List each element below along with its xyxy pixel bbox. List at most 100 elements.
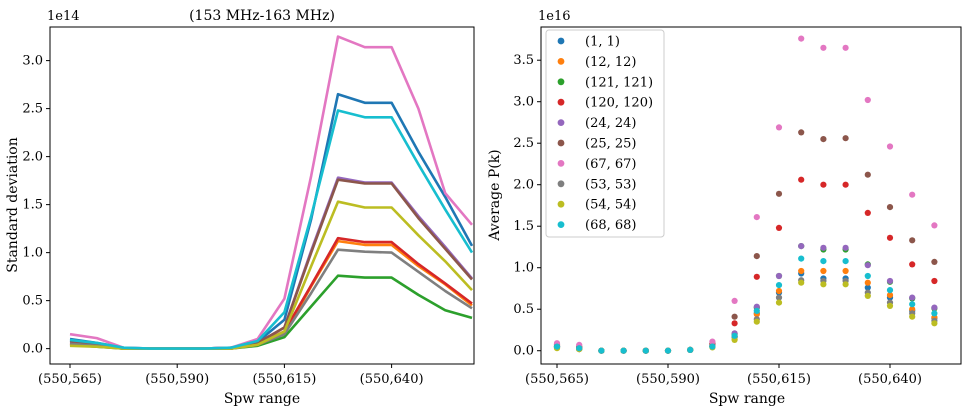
legend-marker (557, 78, 565, 86)
right-y-axis-ticks: 0.0 0.5 1.0 1.5 2.0 2.5 3.0 3.5 (513, 53, 541, 359)
scatter-point (931, 310, 938, 317)
scatter-point (664, 347, 672, 354)
scatter-point (886, 277, 894, 285)
scatter-point (886, 287, 894, 294)
scatter-point (753, 253, 760, 260)
legend-label: (120, 120) (585, 96, 653, 111)
right-y-tick-label: 2.5 (513, 136, 534, 151)
scatter-point (909, 313, 916, 320)
right-x-axis-label: Spw range (709, 391, 785, 407)
left-offset-label: 1e14 (47, 9, 80, 24)
scatter-point (886, 234, 894, 241)
scatter-point (842, 181, 849, 188)
scatter-point (642, 347, 649, 354)
legend: (1, 1) (12, 12) (121, 121) (120, 120) (24, 2… (545, 29, 665, 238)
scatter-point (842, 281, 849, 288)
scatter-point (864, 279, 871, 286)
series-line (69, 109, 474, 350)
left-x-axis-ticks: (550,565) (550,590) (550,615) (550,640) (38, 364, 424, 387)
right-y-tick-label: 1.5 (513, 219, 534, 234)
right-y-tick-label: 0.5 (513, 302, 534, 317)
scatter-point (931, 320, 938, 327)
scatter-point (576, 345, 583, 352)
right-panel: 1e16 0.00.51.01.52.02.53.03.5 (550,565)(… (487, 9, 962, 407)
scatter-point (775, 190, 783, 197)
left-y-tick-label: 2.0 (22, 150, 43, 165)
series-line (69, 92, 474, 350)
scatter-point (775, 272, 783, 280)
scatter-point (886, 204, 894, 211)
scatter-point (753, 273, 760, 280)
scatter-point (798, 243, 805, 250)
legend-marker (557, 200, 565, 208)
scatter-point (753, 318, 760, 325)
right-x-axis-ticks: (550,565) (550,590) (550,615) (550,640) (525, 364, 922, 387)
legend-marker (557, 37, 565, 45)
series-line (69, 176, 473, 350)
left-panel: (153 MHz-163 MHz) 1e14 0.0 0.5 1.0 1.5 2.0 2.… (5, 8, 475, 407)
scatter-point (931, 222, 938, 229)
scatter-point (775, 224, 783, 231)
scatter-point (798, 35, 805, 42)
legend-label: (67, 67) (585, 157, 637, 172)
legend-label: (1, 1) (585, 35, 620, 50)
left-x-tick-label: (550,640) (360, 372, 424, 387)
scatter-point (842, 267, 849, 275)
legend-marker (557, 160, 565, 167)
scatter-point (931, 258, 938, 265)
scatter-point (842, 244, 849, 251)
scatter-point (798, 267, 805, 275)
legend-label: (25, 25) (585, 137, 637, 152)
scatter-point (909, 237, 916, 244)
left-y-tick-label: 3.0 (22, 54, 43, 69)
scatter-point (842, 44, 849, 51)
legend-label: (12, 12) (585, 55, 637, 70)
scatter-point (820, 44, 827, 51)
right-x-tick-label: (550,640) (858, 372, 922, 387)
series-line (69, 178, 473, 350)
scatter-point (864, 96, 871, 104)
scatter-point (886, 302, 894, 309)
scatter-point (798, 129, 805, 136)
scatter-point (842, 258, 849, 265)
legend-marker (557, 58, 565, 65)
left-y-tick-label: 0.0 (22, 342, 43, 357)
scatter-point (775, 124, 783, 131)
scatter-point (820, 181, 827, 188)
scatter-point (731, 320, 738, 327)
left-y-tick-label: 0.5 (22, 294, 43, 309)
scatter-point (820, 136, 827, 143)
series-line (69, 35, 473, 350)
left-plot-area (49, 26, 475, 365)
left-y-tick-label: 1.5 (22, 198, 43, 213)
legend-items: (1, 1) (12, 12) (121, 121) (120, 120) (24, 2… (557, 35, 653, 233)
legend-marker (557, 119, 565, 126)
legend-marker (557, 180, 565, 188)
right-x-tick-label: (550,615) (747, 372, 811, 387)
left-x-axis-label: Spw range (224, 391, 300, 407)
left-panel-title: (153 MHz-163 MHz) (189, 8, 335, 24)
scatter-point (909, 261, 916, 268)
legend-box (545, 29, 665, 238)
scatter-point (709, 338, 716, 345)
scatter-point (598, 347, 605, 354)
scatter-point (775, 282, 783, 289)
scatter-point (731, 297, 738, 304)
scatter-point (731, 332, 738, 339)
scatter-point (687, 346, 694, 353)
left-x-tick-label: (550,590) (145, 372, 209, 387)
left-y-tick-label: 2.5 (22, 102, 43, 117)
right-y-axis-label: Average P(k) (487, 149, 503, 241)
scatter-point (775, 294, 783, 301)
scatter-point (709, 343, 716, 350)
scatter-point (864, 272, 871, 280)
scatter-point (620, 347, 627, 354)
scatter-point (753, 214, 760, 221)
scatter-point (753, 307, 760, 314)
right-plot-area (540, 26, 962, 365)
scatter-point (886, 143, 894, 150)
legend-label: (54, 54) (585, 198, 637, 213)
left-y-axis-label: Standard deviation (5, 137, 21, 273)
right-x-tick-label: (550,565) (525, 372, 589, 387)
